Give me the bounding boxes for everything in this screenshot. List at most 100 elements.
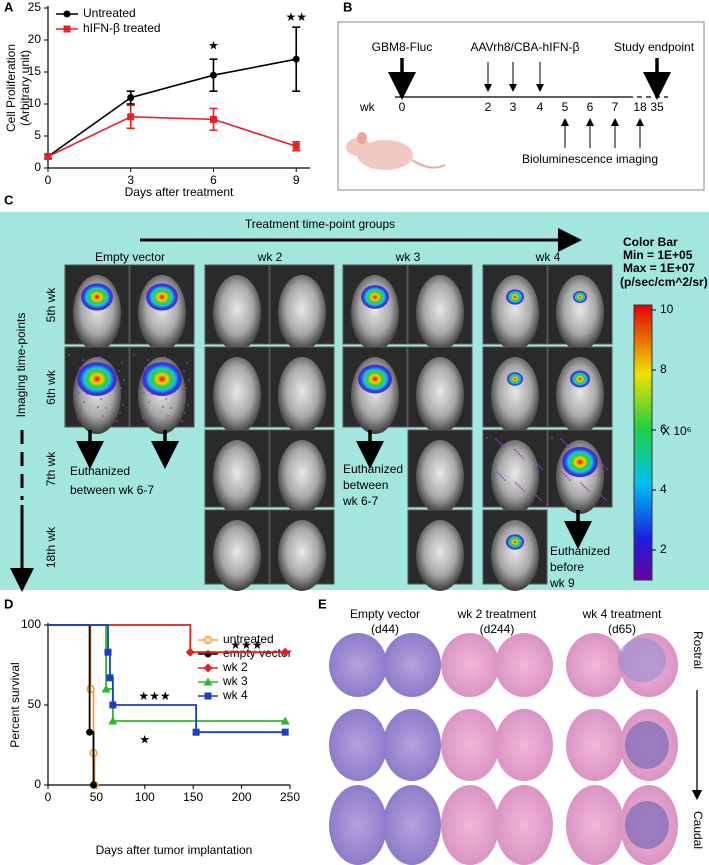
marker [203,635,213,645]
legend-label: wk 2 [222,660,248,674]
noise-dot [145,409,147,411]
marker [44,152,52,160]
marker [204,692,212,700]
marker [280,647,290,657]
colorbar-title: Color Bar [623,235,678,249]
x-tick-label: 0 [45,790,52,804]
noise-dot [105,407,107,409]
brain-section [566,633,624,697]
noise-dot [537,464,539,466]
vector-label: AAVrh8/CBA-hIFN-β [471,40,580,54]
marker [280,716,290,725]
mouse-image [416,357,464,434]
column-label: (d244) [480,622,515,636]
mouse-image [416,275,464,351]
brain-section [495,709,553,781]
marker [109,701,117,709]
y-axis-title: Cell Proliferation [4,44,18,132]
noise-dot [606,468,608,470]
marker [127,113,135,121]
noise-dot [535,462,537,464]
noise-dot [122,404,124,406]
week-label: 35 [650,100,664,114]
signal-blob [361,285,389,309]
week-label: 5 [562,100,569,114]
noise-dot [565,475,567,477]
noise-dot [102,415,104,417]
note: wk 9 [549,576,575,590]
noise-dot [501,444,503,446]
y-tick-label: 10 [28,96,42,110]
marker [86,728,94,736]
caudal-label: Caudal [691,811,705,849]
y-axis-title: (Arbitrary unit) [18,50,32,126]
signal-blob [506,289,524,305]
noise-dot [534,493,536,495]
survival-step [48,624,107,689]
survival-step [48,624,91,733]
colorbar-min: Min = 1E+05 [623,248,693,262]
cell-line: GBM8-Fluc [372,40,433,54]
noise-dot [560,438,562,440]
mouse-image [278,440,326,514]
noise-dot [520,455,522,457]
survival-step [112,704,198,733]
mouse-ear [357,132,367,144]
signal-blob [573,291,587,303]
noise-dot [165,398,167,400]
brain-section [495,633,553,697]
marker [63,10,71,18]
colorbar-tick-label: 10 [660,302,674,316]
endpoint-label: Study endpoint [614,40,695,54]
noise-dot [117,395,119,397]
noise-dot [82,359,84,361]
marker [101,684,111,693]
annotation: ★★★ [138,689,170,703]
brain-section [566,709,624,781]
week-label: 0 [399,100,406,114]
week-label: 6 [587,100,594,114]
note: Euthanized [343,462,403,476]
noise-dot [142,417,144,419]
noise-dot [78,392,80,394]
colorbar-multiplier: X 10⁶ [662,424,692,438]
brain-section [495,785,553,865]
legend-label: untreated [223,632,274,646]
x-tick-label: 200 [232,790,252,804]
noise-dot [99,356,101,358]
row-axis-title: Imaging time-points [14,313,28,418]
mouse-tail [411,159,446,169]
noise-dot [123,379,125,381]
noise-dot [164,356,166,358]
mouse-image [213,275,261,351]
y-tick-label: 15 [28,64,42,78]
survival-step [108,651,111,678]
noise-dot [120,387,122,389]
signal-blob [77,362,117,396]
noise-dot [539,466,541,468]
x-tick-label: 250 [280,790,300,804]
mouse-image [491,357,539,434]
noise-dot [181,420,183,422]
noise-dot [170,407,172,409]
noise-dot [118,370,120,372]
noise-dot [121,362,123,364]
y-tick-label: 50 [28,697,42,711]
signal-blob [81,283,113,311]
noise-dot [604,466,606,468]
noise-dot [185,387,187,389]
colorbar-max: Max = 1E+07 [623,261,695,275]
mouse-body [357,140,413,170]
legend-label: empty vector [223,646,292,660]
marker [292,142,300,150]
marker [104,648,112,656]
noise-dot [603,497,605,499]
note: between wk 6-7 [70,483,154,497]
marker [292,55,300,63]
noise-dot [97,406,99,408]
noise-dot [588,490,590,492]
noise-dot [183,370,185,372]
legend-label: Untreated [83,6,136,20]
marker [209,71,217,79]
mouse-image [416,520,464,591]
